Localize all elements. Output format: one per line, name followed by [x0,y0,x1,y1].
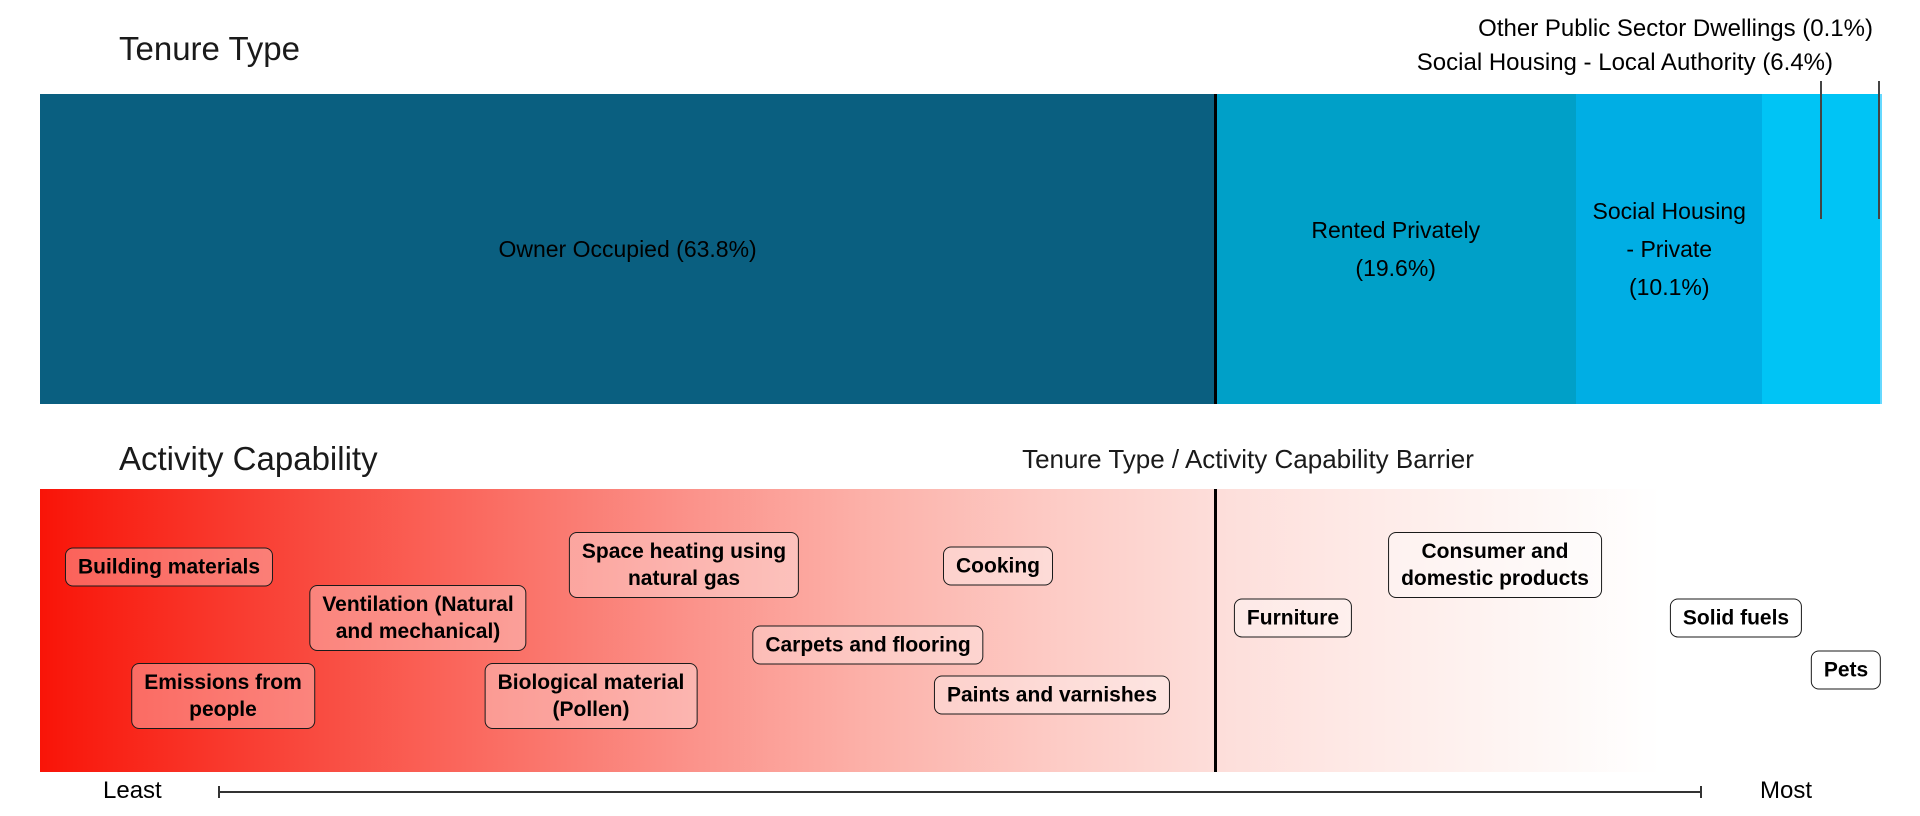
callout-other-public-sector-label: Other Public Sector Dwellings (0.1%) [1478,15,1873,42]
tenure-segment-social-housing-private[interactable]: Social Housing - Private (10.1%) [1576,94,1763,404]
tenure-callout-labels: Other Public Sector Dwellings (0.1%) Soc… [1417,12,1873,80]
combined-chart-title: Tenure Type / Activity Capability Barrie… [1022,444,1474,474]
activity-divider-line [1214,489,1217,772]
segment-label-rented-privately: Rented Privately (19.6%) [1311,217,1481,281]
activity-item-solid-fuels[interactable]: Solid fuels [1669,598,1803,638]
activity-item-furniture[interactable]: Furniture [1233,598,1353,638]
axis-tick-left [218,786,220,798]
tenure-segment-rented-privately[interactable]: Rented Privately (19.6%) [1215,94,1577,404]
axis-label-least: Least [103,777,162,804]
activity-item-emissions-from-people[interactable]: Emissions from people [131,663,315,729]
activity-item-space-heating-natural-gas[interactable]: Space heating using natural gas [568,532,800,598]
activity-item-carpets-and-flooring[interactable]: Carpets and flooring [752,625,984,665]
segment-label-social-housing-private: Social Housing - Private (10.1%) [1592,198,1746,300]
axis-tick-right [1700,786,1702,798]
activity-item-paints-and-varnishes[interactable]: Paints and varnishes [933,675,1171,715]
activity-item-cooking[interactable]: Cooking [943,546,1053,586]
activity-capability-title: Activity Capability [119,440,378,477]
callout-line-other-public-sector [1878,81,1880,219]
activity-item-building-materials[interactable]: Building materials [64,547,274,587]
tenure-divider-line [1214,94,1217,404]
tenure-stacked-bar: Owner Occupied (63.8%) Rented Privately … [40,94,1882,404]
segment-label-owner-occupied: Owner Occupied (63.8%) [498,236,757,262]
activity-item-ventilation[interactable]: Ventilation (Natural and mechanical) [309,585,527,651]
activity-item-biological-material[interactable]: Biological material (Pollen) [484,663,698,729]
tenure-segment-other-public-sector[interactable] [1880,94,1882,404]
callout-line-local-authority [1820,81,1822,219]
activity-item-consumer-domestic-products[interactable]: Consumer and domestic products [1388,532,1602,598]
activity-item-pets[interactable]: Pets [1810,650,1882,690]
tenure-type-title: Tenure Type [119,30,301,67]
axis-label-most: Most [1760,777,1813,804]
activity-capability-gradient-bar: Building materials Ventilation (Natural … [40,489,1882,772]
tenure-segment-owner-occupied[interactable]: Owner Occupied (63.8%) [40,94,1216,404]
callout-social-housing-la-label: Social Housing - Local Authority (6.4%) [1416,49,1833,76]
axis-line [218,791,1702,793]
